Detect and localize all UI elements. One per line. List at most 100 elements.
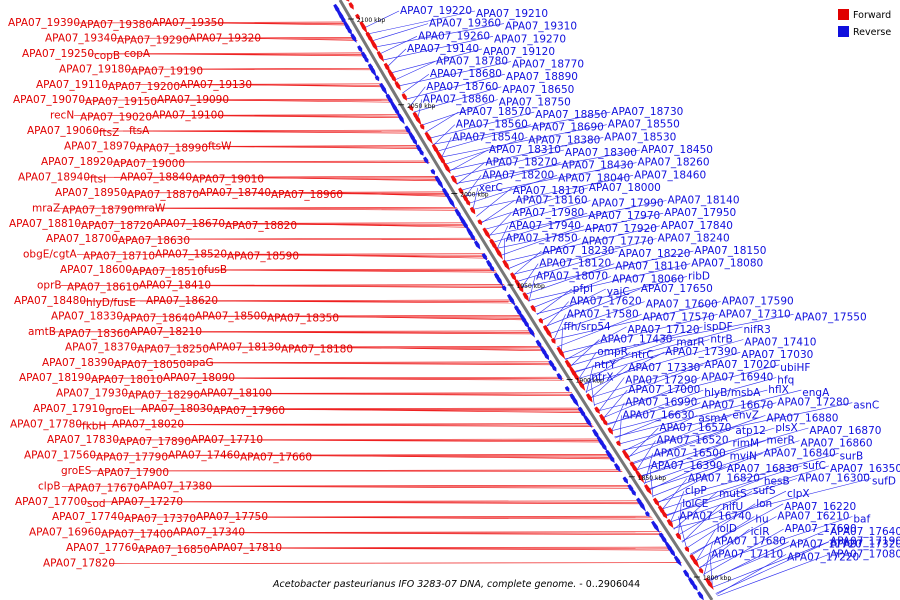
reverse-gene-label-apa07-18270: APA07_18270 (486, 157, 558, 169)
forward-connector-line (183, 238, 477, 241)
forward-gene-label-apa07-18130: APA07_18130 (209, 341, 281, 353)
scale-label-2050-kbp: 2050 kbp (407, 103, 435, 110)
forward-connector-line (346, 346, 546, 352)
legend-forward-label: Forward (853, 10, 891, 21)
reverse-gene-label-apa07-16210: APA07_16210 (777, 511, 849, 523)
forward-gene-label-apa07-19290: APA07_19290 (117, 34, 189, 46)
reverse-gene-arrow (339, 15, 347, 25)
reverse-connector-line (585, 364, 594, 394)
reverse-gene-label-apa07-17920: APA07_17920 (585, 223, 657, 235)
reverse-connector-line (707, 541, 789, 582)
reverse-gene-label-yajc: yajC (607, 286, 630, 298)
forward-gene-label-apa07-19070: APA07_19070 (13, 94, 85, 106)
reverse-connector-line (686, 503, 756, 549)
reverse-gene-arrow (346, 27, 352, 35)
forward-gene-label-apa07-18600: APA07_18600 (60, 264, 132, 276)
forward-gene-label-apa07-17760: APA07_17760 (66, 542, 138, 554)
reverse-connector-line (479, 187, 588, 223)
forward-gene-arrow (348, 2, 354, 10)
reverse-connector-line (363, 10, 400, 29)
reverse-connector-line (468, 175, 558, 204)
forward-connector-line (257, 177, 441, 182)
reverse-gene-label-ntrx: ntrX (591, 372, 613, 384)
caption-range: - 0..2906044 (576, 579, 640, 590)
forward-gene-label-apa07-17270: APA07_17270 (111, 496, 183, 508)
reverse-gene-arrow (535, 339, 543, 349)
forward-gene-label-ftsz: ftsZ (99, 127, 119, 139)
reverse-gene-label-apa07-17990: APA07_17990 (592, 198, 664, 210)
forward-gene-label-apa07-18360: APA07_18360 (58, 328, 130, 340)
reverse-connector-line (716, 554, 787, 595)
forward-gene-arrow (607, 427, 614, 435)
reverse-connector-line (433, 124, 456, 146)
forward-gene-arrow (424, 131, 434, 145)
reverse-connector-line (577, 352, 597, 381)
reverse-gene-label-apa07-19210: APA07_19210 (476, 8, 548, 20)
reverse-gene-label-apa07-18460: APA07_18460 (634, 169, 706, 181)
reverse-connector-line (665, 478, 764, 517)
forward-gene-label-apa07-19130: APA07_19130 (180, 79, 252, 91)
forward-gene-label-oprb: oprB (37, 280, 62, 292)
forward-gene-label-apa07-18090: APA07_18090 (163, 372, 235, 384)
reverse-gene-arrow (609, 455, 615, 464)
reverse-gene-arrow (481, 252, 488, 261)
reverse-connector-line (630, 415, 766, 464)
forward-gene-label-apa07-17820: APA07_17820 (43, 558, 115, 570)
reverse-connector-line (648, 453, 729, 491)
reverse-gene-label-envz: envZ (732, 409, 759, 421)
reverse-gene-label-apa07-17620: APA07_17620 (570, 296, 642, 308)
reverse-gene-label-apa07-18080: APA07_18080 (691, 258, 763, 270)
reverse-connector-line (656, 453, 839, 503)
reverse-gene-label-apa07-16880: APA07_16880 (766, 412, 838, 424)
forward-gene-label-apa07-18410: APA07_18410 (139, 280, 211, 292)
forward-connector-line (152, 130, 413, 134)
reverse-gene-label-apa07-18260: APA07_18260 (638, 157, 710, 169)
forward-gene-arrow (616, 440, 621, 447)
forward-connector-line (256, 439, 604, 443)
forward-gene-arrow (652, 497, 660, 507)
reverse-gene-label-hflx: hflX (768, 384, 788, 396)
reverse-connector-line (421, 99, 498, 126)
forward-connector-line (278, 408, 585, 413)
forward-gene-label-apa07-19060: APA07_19060 (27, 125, 99, 137)
reverse-gene-label-apa07-17280: APA07_17280 (777, 397, 849, 409)
forward-connector-line (129, 145, 420, 147)
forward-connector-line (110, 37, 356, 39)
reverse-gene-arrow (506, 293, 516, 307)
forward-gene-label-apa07-18620: APA07_18620 (146, 295, 218, 307)
reverse-gene-label-lon: lon (756, 498, 772, 510)
reverse-gene-label-apa07-17310: APA07_17310 (719, 308, 791, 320)
reverse-connector-line (598, 377, 625, 413)
reverse-gene-label-apa07-19360: APA07_19360 (429, 18, 501, 30)
reverse-gene-label-apa07-18060: APA07_18060 (612, 273, 684, 285)
reverse-gene-label-ompr: ompR (597, 346, 628, 358)
forward-gene-label-apa07-18970: APA07_18970 (64, 141, 136, 153)
reverse-connector-line (553, 314, 566, 342)
reverse-gene-label-apa07-17770: APA07_17770 (582, 236, 654, 248)
reverse-connector-line (690, 516, 755, 556)
forward-connector-line (156, 377, 564, 380)
forward-gene-label-apa07-17750: APA07_17750 (196, 511, 268, 523)
reverse-gene-label-apa07-18230: APA07_18230 (542, 245, 614, 257)
reverse-gene-arrow (622, 476, 629, 485)
reverse-connector-line (524, 263, 615, 295)
forward-connector-line (332, 316, 527, 321)
reverse-gene-label-apa07-16860: APA07_16860 (801, 438, 873, 450)
reverse-gene-label-apa07-16820: APA07_16820 (688, 473, 760, 485)
scale-label-2100-kbp: 2100 kbp (357, 17, 385, 24)
reverse-gene-label-xerc: xerC (479, 182, 503, 194)
reverse-connector-line (512, 250, 542, 276)
reverse-gene-label-apa07-18780: APA07_18780 (436, 56, 508, 68)
reverse-gene-label-sufd: sufD (872, 476, 896, 488)
forward-gene-label-apa07-18010: APA07_18010 (91, 374, 163, 386)
reverse-gene-arrow (570, 394, 580, 408)
forward-gene-label-apa07-17670: APA07_17670 (68, 482, 140, 494)
forward-gene-label-apa07-19200: APA07_19200 (108, 81, 180, 93)
forward-gene-label-sod: sod (87, 498, 106, 510)
reverse-gene-arrow (668, 547, 676, 558)
forward-gene-label-ftsa: ftsA (129, 125, 150, 137)
reverse-gene-label-ntrb: ntrB (710, 334, 732, 346)
reverse-connector-line (417, 99, 423, 120)
reverse-gene-label-apa07-16670: APA07_16670 (701, 400, 773, 412)
forward-gene-arrow (439, 156, 446, 166)
